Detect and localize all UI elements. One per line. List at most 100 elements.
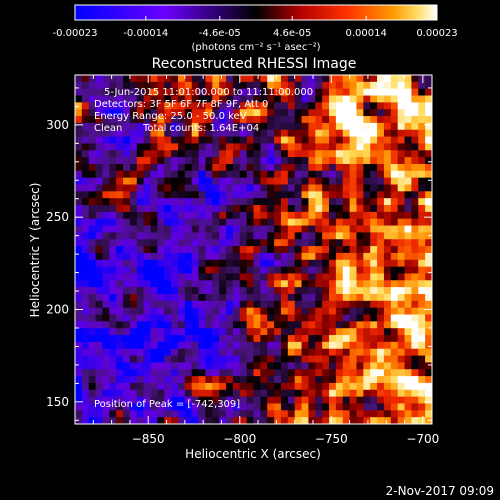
heatmap-pixel <box>81 348 90 357</box>
heatmap-pixel <box>136 246 145 254</box>
heatmap-pixel <box>143 280 152 288</box>
heatmap-pixel <box>75 184 83 192</box>
heatmap-pixel <box>267 177 275 186</box>
heatmap-pixel <box>164 88 172 97</box>
heatmap-pixel <box>246 81 255 90</box>
heatmap-pixel <box>198 293 207 302</box>
heatmap-pixel <box>322 211 330 220</box>
heatmap-pixel <box>287 205 296 213</box>
heatmap-pixel <box>177 246 186 254</box>
heatmap-pixel <box>260 314 268 322</box>
heatmap-pixel <box>301 376 310 384</box>
heatmap-pixel <box>342 177 351 186</box>
heatmap-pixel <box>212 273 220 281</box>
heatmap-pixel <box>198 157 207 165</box>
heatmap-pixel <box>129 389 138 398</box>
heatmap-pixel <box>226 376 234 384</box>
heatmap-pixel <box>212 369 220 377</box>
heatmap-pixel <box>164 170 172 179</box>
heatmap-pixel <box>335 389 344 398</box>
heatmap-pixel <box>239 177 248 186</box>
heatmap-pixel <box>109 75 117 83</box>
heatmap-pixel <box>342 184 351 192</box>
heatmap-pixel <box>274 75 282 83</box>
colorbar-tick-label: 0.00023 <box>416 28 457 39</box>
heatmap-pixel <box>349 170 358 179</box>
heatmap-pixel <box>75 341 83 350</box>
heatmap-pixel <box>212 109 220 117</box>
heatmap-pixel <box>404 232 413 240</box>
heatmap-pixel <box>308 232 316 240</box>
heatmap-pixel <box>253 122 261 131</box>
heatmap-pixel <box>136 95 145 103</box>
heatmap-pixel <box>363 232 371 240</box>
heatmap-pixel <box>232 252 241 261</box>
heatmap-pixel <box>383 417 392 424</box>
heatmap-pixel <box>287 88 296 97</box>
heatmap-pixel <box>191 266 200 275</box>
heatmap-pixel <box>308 218 316 227</box>
heatmap-pixel <box>246 389 255 398</box>
heatmap-pixel <box>287 232 296 240</box>
heatmap-pixel <box>143 396 152 405</box>
heatmap-pixel <box>232 177 241 186</box>
heatmap-pixel <box>280 403 289 411</box>
heatmap-pixel <box>116 218 124 227</box>
heatmap-pixel <box>411 382 419 391</box>
heatmap-pixel <box>356 75 364 83</box>
heatmap-pixel <box>164 382 172 391</box>
heatmap-pixel <box>425 369 432 377</box>
heatmap-pixel <box>198 205 207 213</box>
heatmap-pixel <box>411 205 419 213</box>
heatmap-pixel <box>177 300 186 309</box>
heatmap-pixel <box>287 417 296 424</box>
heatmap-pixel <box>88 95 97 103</box>
heatmap-pixel <box>171 389 179 398</box>
heatmap-pixel <box>88 307 97 316</box>
heatmap-pixel <box>164 410 172 418</box>
heatmap-pixel <box>315 143 323 151</box>
heatmap-pixel <box>308 205 316 213</box>
heatmap-pixel <box>287 163 296 172</box>
heatmap-pixel <box>301 205 310 213</box>
heatmap-pixel <box>177 348 186 357</box>
heatmap-pixel <box>75 81 83 90</box>
heatmap-pixel <box>370 382 378 391</box>
heatmap-pixel <box>370 287 378 295</box>
heatmap-pixel <box>356 273 364 281</box>
heatmap-pixel <box>253 225 261 233</box>
heatmap-pixel <box>226 328 234 336</box>
heatmap-pixel <box>329 266 337 275</box>
heatmap-pixel <box>418 218 426 227</box>
heatmap-pixel <box>239 246 248 254</box>
heatmap-pixel <box>81 417 90 424</box>
heatmap-pixel <box>267 259 275 268</box>
heatmap-pixel <box>164 136 172 145</box>
heatmap-pixel <box>88 417 97 424</box>
heatmap-pixel <box>390 184 399 192</box>
heatmap-pixel <box>301 225 310 233</box>
heatmap-pixel <box>383 191 392 199</box>
heatmap-pixel <box>95 273 104 281</box>
heatmap-pixel <box>164 184 172 192</box>
heatmap-pixel <box>184 205 193 213</box>
heatmap-pixel <box>356 300 364 309</box>
heatmap-pixel <box>377 109 385 117</box>
heatmap-pixel <box>212 177 220 186</box>
heatmap-pixel <box>136 170 145 179</box>
heatmap-pixel <box>116 81 124 90</box>
heatmap-pixel <box>294 129 303 138</box>
heatmap-pixel <box>184 321 193 329</box>
heatmap-pixel <box>191 177 200 186</box>
heatmap-pixel <box>157 239 165 247</box>
heatmap-pixel <box>81 293 90 302</box>
heatmap-pixel <box>219 321 227 329</box>
heatmap-pixel <box>260 81 268 90</box>
heatmap-pixel <box>109 252 117 261</box>
heatmap-pixel <box>308 355 316 364</box>
heatmap-pixel <box>157 259 165 268</box>
peak-annotation: Position of Peak = [-742,309] <box>94 399 240 410</box>
heatmap-pixel <box>219 109 227 117</box>
heatmap-pixel <box>342 382 351 391</box>
heatmap-pixel <box>95 307 104 316</box>
